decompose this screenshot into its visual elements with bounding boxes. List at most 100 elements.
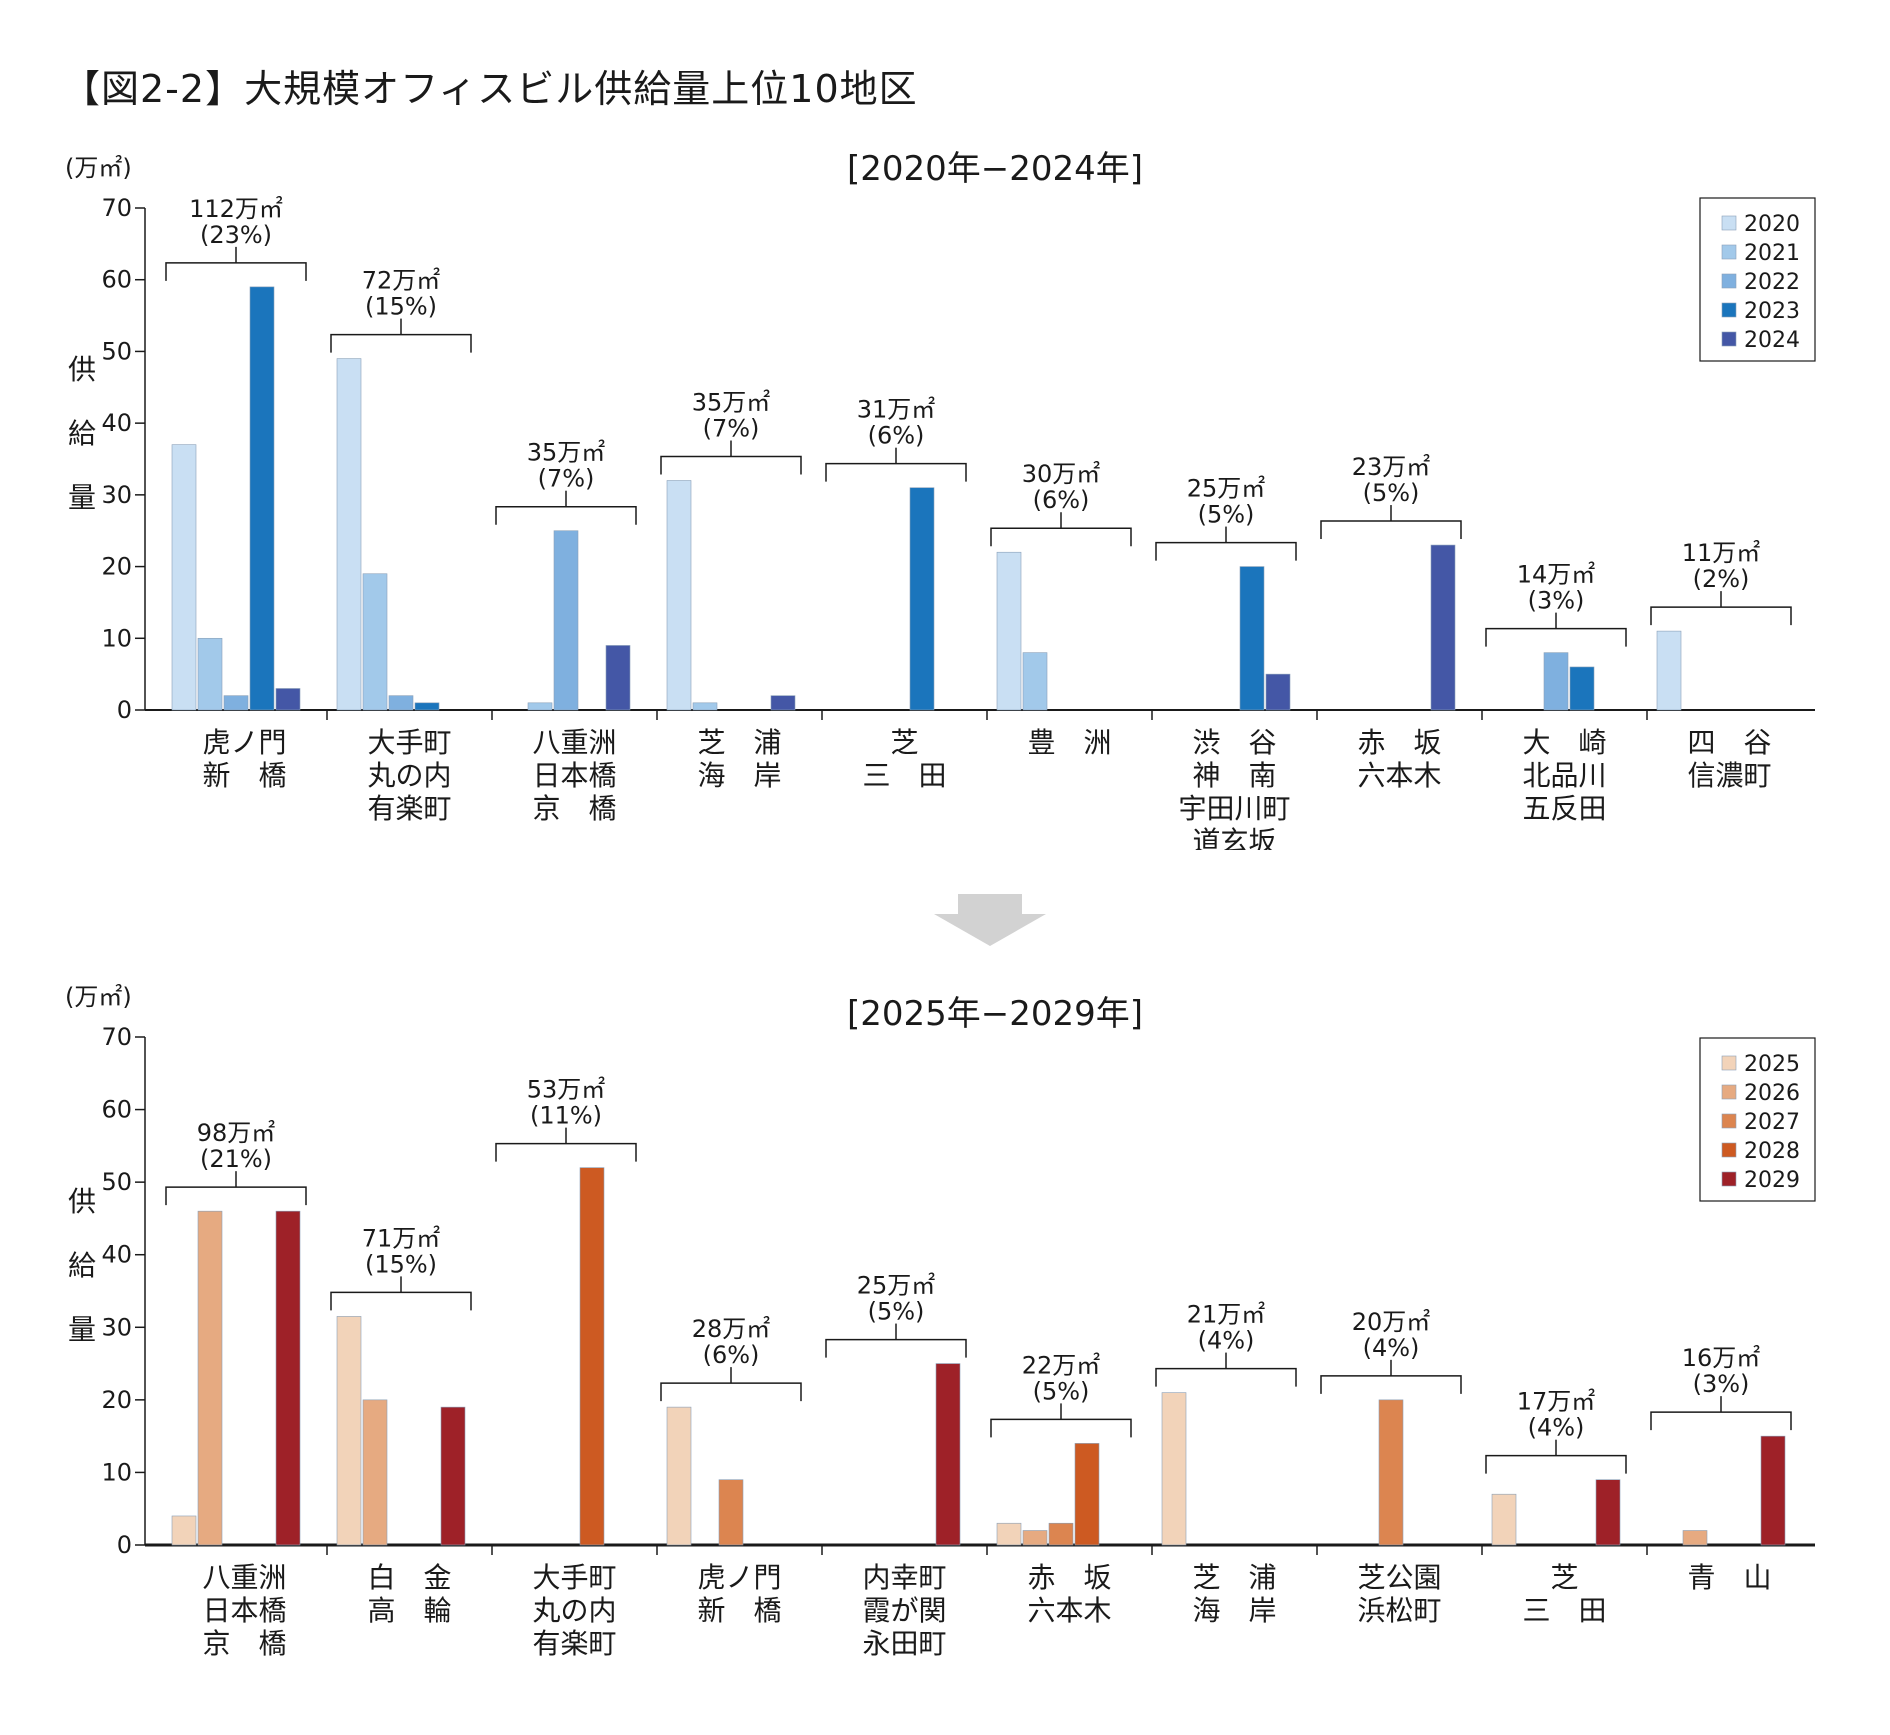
bar-2023 [249,286,275,711]
legend-swatch [1721,215,1737,231]
category-label: 渋 谷 [1192,726,1276,759]
category-label: 芝 [890,726,918,759]
bar-2025 [1491,1493,1517,1546]
bar-2026 [197,1210,223,1546]
group-share-label: (11%) [530,1102,602,1130]
category-label: 北品川 [1522,759,1606,792]
bar-2022 [388,695,414,711]
group-share-label: (4%) [1363,1334,1420,1362]
y-unit-label: (万㎡) [65,154,132,182]
legend-swatch [1721,1084,1737,1100]
category-label: 道玄坂 [1192,825,1276,850]
group-share-label: (3%) [1693,1370,1750,1398]
group-total-label: 72万㎡ [362,267,441,295]
category-label: 神 南 [1192,759,1276,792]
group-bracket [1485,627,1627,647]
legend-swatch [1721,1171,1737,1187]
group-bracket [495,1142,637,1162]
category-label: 高 輪 [367,1594,451,1627]
category-label: 芝 浦 [1192,1561,1276,1594]
bar-2026 [362,1399,388,1546]
group-bracket [495,505,637,525]
y-tick-label: 40 [101,409,132,437]
bar-2025 [336,1316,362,1546]
category-label: 芝 [1550,1561,1578,1594]
bar-2022 [223,695,249,711]
bar-2029 [1760,1435,1786,1546]
bar-2021 [1022,652,1048,711]
group-total-label: 112万㎡ [189,195,283,223]
group-share-label: (7%) [538,465,595,493]
category-label: 京 橋 [202,1627,286,1660]
bar-2023 [414,702,440,711]
bar-2021 [692,702,718,711]
bar-2024 [1265,673,1291,711]
category-label: 四 谷 [1687,726,1771,759]
group-share-label: (15%) [365,293,437,321]
group-bracket [1320,520,1462,540]
bar-2023 [1239,566,1265,711]
group-bracket [990,1418,1132,1438]
category-label: 有楽町 [367,792,451,825]
category-label: 大手町 [532,1561,616,1594]
legend-swatch [1721,1113,1737,1129]
category-label: 六本木 [1027,1594,1111,1627]
bar-2022 [1543,652,1569,711]
bar-2027 [1048,1522,1074,1546]
bar-2027 [1378,1399,1404,1546]
category-label: 六本木 [1357,759,1441,792]
bar-2029 [1595,1479,1621,1546]
group-total-label: 20万㎡ [1352,1308,1431,1336]
y-tick-label: 10 [101,624,132,652]
group-share-label: (23%) [200,221,272,249]
group-total-label: 71万㎡ [362,1224,441,1252]
bar-2020 [1656,630,1682,711]
group-total-label: 22万㎡ [1022,1351,1101,1379]
group-total-label: 14万㎡ [1517,561,1596,589]
category-label: 有楽町 [532,1627,616,1660]
bar-2024 [770,695,796,711]
group-share-label: (6%) [868,422,925,450]
group-total-label: 16万㎡ [1682,1344,1761,1372]
legend-label: 2027 [1744,1110,1800,1135]
bar-2020 [666,480,692,711]
y-tick-label: 40 [101,1241,132,1269]
chart-title: [2025年−2029年] [847,994,1143,1034]
bar-2024 [605,645,631,711]
category-label: 大手町 [367,726,451,759]
bar-2024 [1430,544,1456,711]
group-bracket [660,1382,802,1402]
category-label: 日本橋 [532,759,616,792]
group-total-label: 11万㎡ [1682,539,1761,567]
group-share-label: (6%) [703,1341,760,1369]
bar-2020 [996,551,1022,711]
category-label: 芝 浦 [697,726,781,759]
category-label: 八重洲 [202,1561,286,1594]
y-axis-label: 給 [68,417,96,450]
group-bracket [165,1186,307,1206]
group-total-label: 31万㎡ [857,396,936,424]
bar-2023 [909,487,935,711]
category-label: 新 橋 [202,759,286,792]
y-tick-label: 20 [101,553,132,581]
category-label: 三 田 [1522,1594,1606,1627]
group-total-label: 17万㎡ [1517,1388,1596,1416]
group-bracket [990,527,1132,547]
bar-2023 [1569,666,1595,711]
bar-2025 [171,1515,197,1546]
group-share-label: (15%) [365,1250,437,1278]
category-label: 日本橋 [202,1594,286,1627]
group-total-label: 30万㎡ [1022,460,1101,488]
category-label: 虎ノ門 [202,726,286,759]
group-share-label: (2%) [1693,565,1750,593]
category-label: 海 岸 [697,759,781,792]
bar-2022 [553,530,579,711]
chart-2025-2029: [2025年−2029年](万㎡)供給量01020304050607098万㎡(… [65,983,1816,1660]
legend-swatch [1721,273,1737,289]
category-label: 白 金 [367,1561,451,1594]
y-tick-label: 30 [101,481,132,509]
legend-swatch [1721,1142,1737,1158]
y-tick-label: 0 [117,696,132,724]
category-label: 虎ノ門 [697,1561,781,1594]
